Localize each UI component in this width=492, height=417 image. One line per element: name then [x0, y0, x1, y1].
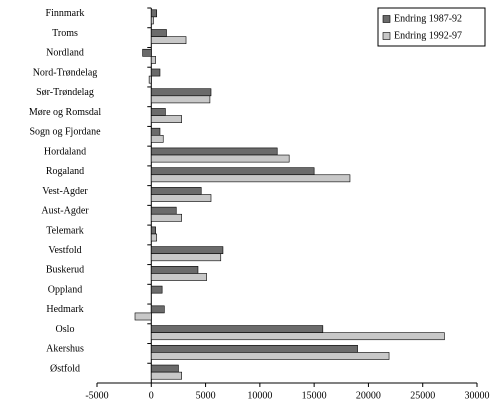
y-tick-label: Buskerud	[46, 265, 84, 276]
x-tick-label: 0	[149, 390, 154, 401]
x-tick-label: 10000	[247, 390, 272, 401]
bar	[150, 246, 224, 255]
y-tick-label: Nord-Trøndelag	[33, 67, 98, 78]
y-tick-label: Østfold	[50, 363, 80, 374]
bar	[150, 167, 315, 176]
bar	[150, 352, 390, 360]
y-tick-label: Vestfold	[48, 245, 81, 256]
bar	[150, 134, 164, 143]
bar	[150, 29, 167, 37]
x-tick-label: 5000	[196, 390, 216, 401]
bar	[150, 187, 202, 195]
bar	[150, 371, 182, 380]
y-tick-label: Rogaland	[46, 166, 84, 177]
bar	[150, 332, 445, 341]
bar	[150, 344, 358, 353]
bar	[150, 226, 156, 235]
bar	[150, 174, 351, 183]
y-tick-label: Sogn og Fjordane	[29, 127, 101, 138]
bar	[150, 147, 278, 156]
legend-box	[377, 7, 486, 47]
x-tick-label: 15000	[302, 390, 327, 401]
bar	[150, 194, 212, 202]
x-tick-label: -5000	[85, 390, 108, 401]
y-tick-label: Oppland	[48, 284, 82, 295]
bar	[150, 95, 211, 104]
bar	[134, 312, 152, 321]
bar	[150, 305, 165, 314]
y-tick-label: Aust-Agder	[41, 206, 89, 217]
legend-label: Endring 1987-92	[394, 13, 462, 24]
y-tick-label: Møre og Romsdal	[29, 107, 101, 118]
bar	[150, 273, 207, 281]
bar	[150, 56, 156, 64]
bar	[150, 68, 161, 77]
bar	[148, 75, 152, 84]
y-tick-label: Hordaland	[44, 146, 86, 157]
bar	[150, 325, 324, 333]
bar	[150, 16, 154, 25]
x-tick-label: 30000	[465, 390, 490, 401]
bar	[142, 48, 152, 57]
legend-label: Endring 1992-97	[394, 30, 462, 41]
y-tick-label: Oslo	[56, 324, 75, 335]
bar	[150, 206, 177, 215]
x-tick-label: 25000	[410, 390, 435, 401]
legend-swatch	[382, 32, 391, 40]
y-tick-label: Vest-Agder	[42, 186, 88, 197]
bar	[150, 266, 199, 274]
y-tick-label: Hedmark	[46, 304, 83, 315]
bar	[150, 9, 158, 18]
y-tick-label: Troms	[52, 28, 78, 39]
y-tick-label: Nordland	[46, 48, 84, 59]
legend-swatch	[382, 15, 391, 23]
bar	[150, 108, 166, 116]
y-tick-label: Sør-Trøndelag	[36, 87, 94, 98]
bar	[150, 127, 161, 136]
bar	[150, 233, 158, 242]
bar	[150, 36, 187, 45]
bar	[150, 364, 179, 373]
bar	[150, 213, 182, 222]
bar	[150, 115, 182, 123]
y-tick-label: Akershus	[46, 344, 84, 355]
x-tick-label: 20000	[356, 390, 381, 401]
bar	[150, 253, 222, 262]
bar	[150, 285, 163, 294]
y-tick-label: Telemark	[46, 225, 84, 236]
bar	[150, 154, 290, 163]
y-tick-label: Finnmark	[46, 8, 85, 19]
bar	[150, 88, 212, 97]
